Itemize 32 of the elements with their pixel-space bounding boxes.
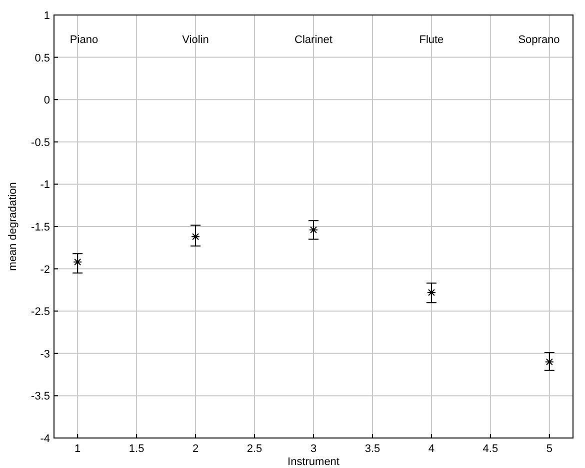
x-tick-label: 2 — [192, 443, 199, 455]
point — [544, 358, 554, 366]
y-tick-label: -4 — [40, 433, 50, 445]
annotation: Soprano — [518, 34, 560, 46]
y-axis-title: mean degradation — [7, 182, 19, 271]
x-tick-label: 3 — [310, 443, 317, 455]
x-tick-label: 4.5 — [482, 443, 498, 455]
x-tick-label: 1.5 — [128, 443, 144, 455]
y-tick-label: 0.5 — [34, 52, 50, 64]
y-tick-label: -3 — [40, 348, 50, 360]
y-tick-label: -3.5 — [31, 390, 50, 403]
x-tick-label: 1 — [74, 443, 81, 455]
annotation: Piano — [70, 34, 98, 46]
x-axis-title: Instrument — [288, 456, 340, 468]
y-tick-label: 1 — [44, 10, 50, 22]
point — [73, 258, 82, 266]
y-tick-label: -2 — [40, 264, 50, 276]
point — [309, 226, 318, 234]
point — [191, 233, 200, 240]
annotation: Clarinet — [294, 34, 332, 46]
annotation: Flute — [419, 34, 444, 46]
y-tick-label: -2.5 — [31, 306, 50, 318]
y-tick-label: -0.5 — [31, 136, 50, 149]
y-tick-label: 0 — [44, 94, 50, 107]
x-tick-label: 2.5 — [246, 443, 262, 455]
x-tick-label: 3.5 — [364, 443, 380, 455]
y-tick-label: -1 — [40, 179, 50, 192]
annotation: Violin — [182, 34, 209, 46]
point — [426, 288, 436, 296]
y-tick-label: -1.5 — [31, 222, 50, 234]
x-tick-label: 4 — [428, 443, 435, 455]
x-tick-label: 5 — [546, 443, 552, 455]
